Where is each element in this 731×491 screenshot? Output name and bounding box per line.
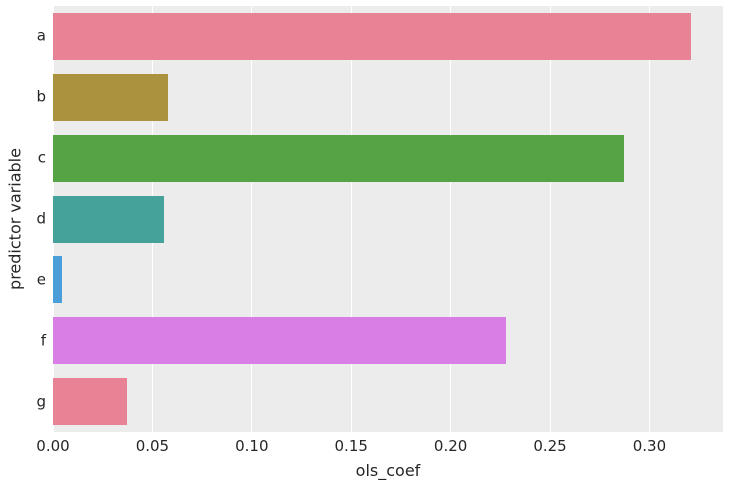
- ytick-label-c: c: [37, 148, 46, 167]
- ytick-label-d: d: [36, 209, 46, 228]
- bar-d: [53, 195, 165, 243]
- bar-f: [53, 317, 507, 365]
- gridline-x-0.30: [648, 6, 650, 432]
- bar-a: [53, 12, 692, 60]
- xtick-label-0.00: 0.00: [36, 437, 70, 455]
- ytick-label-g: g: [36, 392, 46, 411]
- xtick-label-0.20: 0.20: [433, 437, 468, 455]
- ytick-label-e: e: [36, 270, 46, 289]
- bar-g: [53, 378, 127, 426]
- xtick-label-0.15: 0.15: [334, 437, 368, 455]
- gridline-x-0.25: [549, 6, 551, 432]
- xtick-label-0.30: 0.30: [632, 437, 667, 455]
- bar-b: [53, 73, 169, 121]
- bar-e: [53, 256, 62, 304]
- ytick-label-a: a: [36, 26, 46, 45]
- gridline-x-0.15: [350, 6, 352, 432]
- xtick-label-0.05: 0.05: [135, 437, 170, 455]
- bar-c: [53, 134, 624, 182]
- ytick-label-b: b: [36, 87, 46, 106]
- xtick-label-0.10: 0.10: [235, 437, 269, 455]
- xtick-label-0.25: 0.25: [533, 437, 567, 455]
- y-axis-label: predictor variable: [5, 148, 25, 290]
- gridline-x-0.10: [251, 6, 253, 432]
- plot-area: [52, 6, 723, 432]
- gridline-x-0.20: [450, 6, 452, 432]
- ytick-label-f: f: [40, 331, 46, 350]
- x-axis-label: ols_coef: [355, 461, 421, 480]
